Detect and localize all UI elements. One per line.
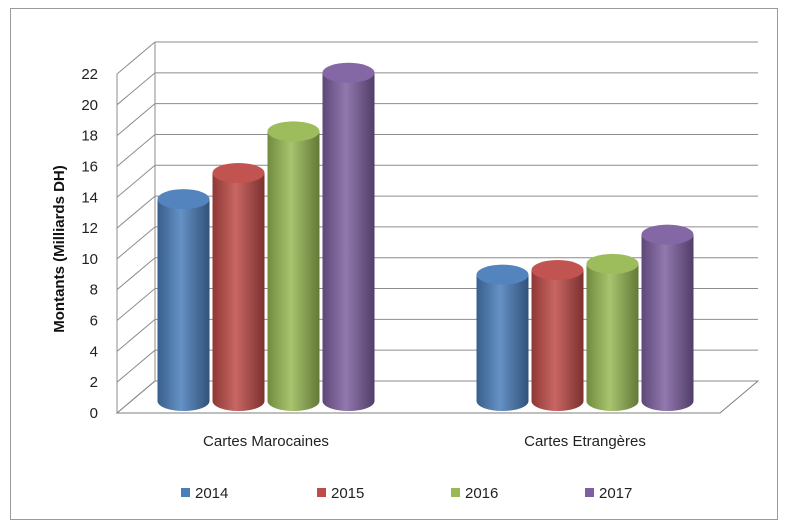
bar: [267, 121, 320, 412]
legend-swatch: [317, 488, 326, 497]
y-tick-label: 14: [81, 189, 98, 206]
y-tick-label: 0: [90, 405, 98, 422]
bar-top: [586, 253, 639, 274]
bar-body: [157, 199, 210, 412]
legend-swatch: [181, 488, 190, 497]
bar-body: [531, 270, 584, 412]
bar: [157, 189, 210, 412]
y-tick-label: 8: [90, 282, 98, 299]
bar: [212, 162, 265, 412]
y-tick-label: 20: [81, 97, 98, 114]
y-tick-label: 18: [81, 128, 98, 145]
legend-item: 2017: [585, 485, 632, 502]
legend-swatch: [585, 488, 594, 497]
gridline: [116, 41, 758, 75]
bar-top: [267, 121, 320, 142]
bar-body: [586, 263, 639, 412]
y-axis-label: Montants (Milliards DH): [51, 165, 68, 333]
y-tick-label: 4: [90, 343, 98, 360]
y-tick-label: 10: [81, 251, 98, 268]
y-tick-label: 16: [81, 158, 98, 175]
category-label: Cartes Marocaines: [203, 433, 329, 450]
category-labels: Cartes Marocaines Cartes Etrangères: [203, 433, 646, 450]
bar-top: [476, 264, 529, 285]
bar: [586, 253, 639, 412]
bar-top: [212, 162, 265, 183]
bar-body: [212, 172, 265, 412]
legend-label: 2017: [599, 485, 632, 502]
bar-body: [476, 274, 529, 412]
gridline: [116, 133, 758, 167]
y-tick-label: 2: [90, 374, 98, 391]
bar-body: [322, 72, 375, 412]
bar-top: [531, 260, 584, 281]
category-label: Cartes Etrangères: [524, 433, 646, 450]
bar-top: [322, 62, 375, 83]
gridline: [116, 72, 758, 106]
y-tick-label: 6: [90, 313, 98, 330]
y-tick-label: 12: [81, 220, 98, 237]
bar: [322, 62, 375, 412]
bar: [476, 264, 529, 412]
legend-item: 2016: [451, 485, 498, 502]
legend: 2014 2015 2016 2017: [181, 485, 632, 502]
bars: [157, 62, 694, 412]
legend-item: 2014: [181, 485, 228, 502]
legend-swatch: [451, 488, 460, 497]
bar-top: [157, 189, 210, 210]
gridlines: [116, 41, 758, 414]
bar-top: [641, 224, 694, 245]
bar-body: [267, 131, 320, 412]
legend-label: 2015: [331, 485, 364, 502]
y-axis-ticks: 0 2 4 6 8 10 12 14 16 18 20 22: [81, 66, 98, 422]
gridline: [116, 103, 758, 137]
legend-label: 2014: [195, 485, 228, 502]
legend-item: 2015: [317, 485, 364, 502]
y-tick-label: 22: [81, 66, 98, 83]
bar-body: [641, 234, 694, 412]
legend-label: 2016: [465, 485, 498, 502]
bar: [641, 224, 694, 412]
bar: [531, 260, 584, 412]
